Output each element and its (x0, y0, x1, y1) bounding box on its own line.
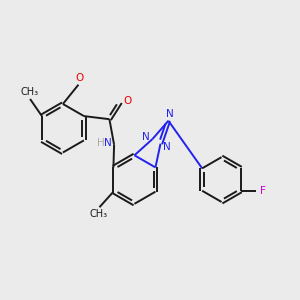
Text: N: N (163, 142, 171, 152)
Text: O: O (123, 95, 131, 106)
Text: CH₃: CH₃ (20, 87, 38, 97)
Text: O: O (75, 74, 83, 83)
Text: H: H (97, 138, 105, 148)
Text: N: N (142, 133, 149, 142)
Text: CH₃: CH₃ (90, 209, 108, 219)
Text: N: N (166, 109, 174, 119)
Text: N: N (104, 138, 112, 148)
Text: F: F (260, 186, 266, 196)
